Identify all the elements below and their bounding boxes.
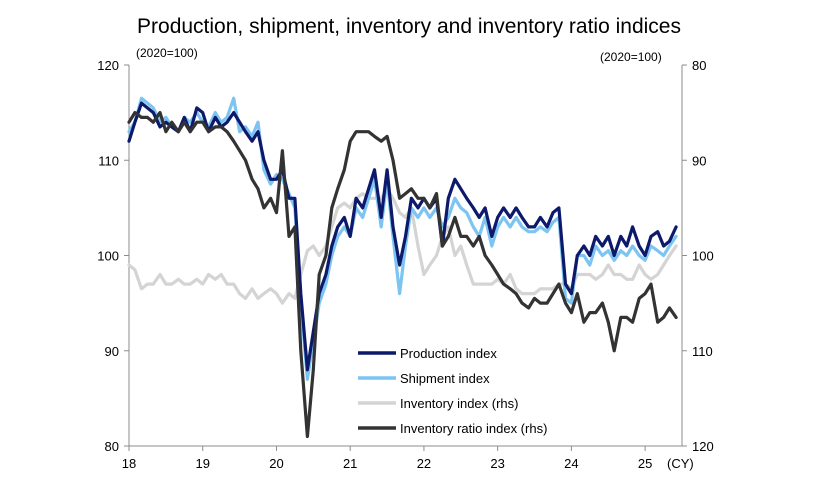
chart-title: Production, shipment, inventory and inve…	[137, 15, 681, 38]
legend-label: Inventory ratio index (rhs)	[400, 421, 547, 436]
axes-layer: 80 90 100 110 120 80 90 100 110 120 18 19 20 21 22 23 24…	[97, 58, 713, 471]
left-tick-label: 100	[97, 249, 119, 264]
legend-label: Production index	[400, 346, 497, 361]
x-tick-label: 20	[269, 456, 283, 471]
series-line-1	[127, 96, 678, 381]
x-axis-unit: (CY)	[667, 456, 694, 471]
series-line-0	[127, 101, 678, 372]
x-tick-label: 18	[122, 456, 136, 471]
x-tick-label: 23	[490, 456, 504, 471]
left-tick-label: 80	[105, 439, 119, 454]
series-line-3	[127, 111, 678, 439]
x-tick-label: 24	[564, 456, 578, 471]
legend: Production index Shipment index Inventory …	[358, 346, 547, 436]
left-axis-unit: (2020=100)	[136, 46, 198, 60]
x-tick-label: 21	[343, 456, 357, 471]
series-line-2	[127, 187, 678, 305]
right-tick-label: 110	[692, 344, 713, 359]
right-tick-label: 80	[692, 58, 706, 73]
legend-label: Inventory index (rhs)	[400, 396, 519, 411]
left-tick-label: 120	[97, 58, 119, 73]
left-tick-label: 90	[105, 344, 119, 359]
x-tick-label: 19	[195, 456, 209, 471]
right-axis-unit: (2020=100)	[600, 50, 662, 64]
x-tick-label: 22	[417, 456, 431, 471]
legend-label: Shipment index	[400, 371, 490, 386]
left-tick-label: 110	[98, 153, 119, 168]
right-tick-label: 120	[692, 439, 714, 454]
series-layer	[127, 96, 678, 439]
x-tick-label: 25	[638, 456, 652, 471]
right-tick-label: 90	[692, 153, 706, 168]
right-tick-label: 100	[692, 249, 714, 264]
